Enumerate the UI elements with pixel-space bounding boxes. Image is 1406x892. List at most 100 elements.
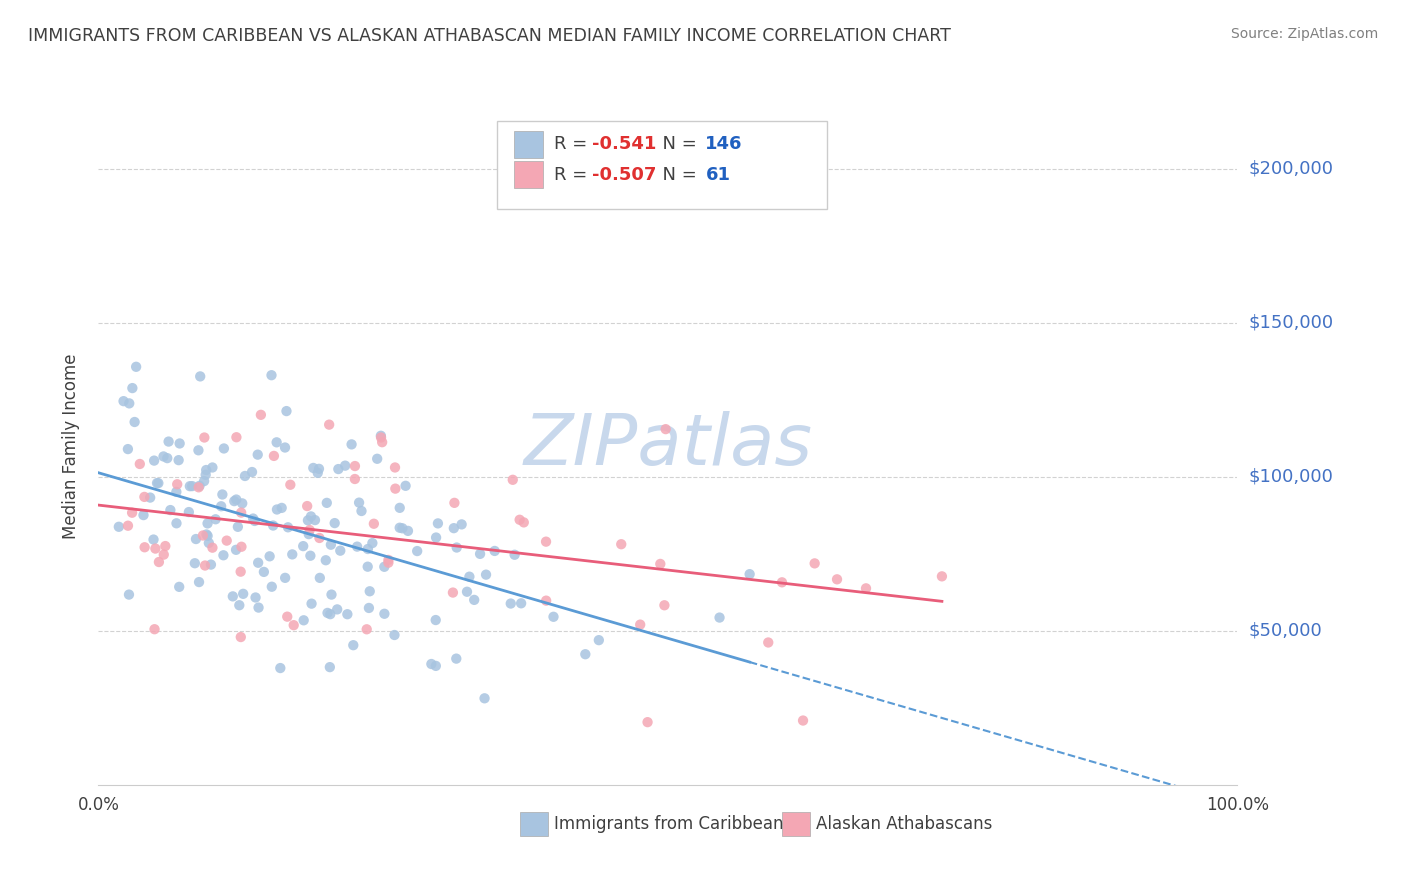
Point [166, 477, 188, 491]
Point [197, 516, 219, 531]
Point [193, 430, 215, 444]
Text: $150,000: $150,000 [1249, 314, 1333, 332]
Point [247, 556, 270, 570]
Point [543, 609, 565, 624]
Point [468, 547, 491, 561]
Text: 146: 146 [706, 136, 742, 153]
Point [155, 539, 177, 553]
Point [446, 541, 468, 555]
Point [441, 585, 464, 599]
Point [610, 537, 633, 551]
Point [143, 453, 166, 467]
Point [484, 544, 506, 558]
Point [363, 516, 385, 531]
Point [336, 607, 359, 622]
Point [499, 597, 522, 611]
Point [125, 359, 148, 374]
Point [226, 520, 249, 534]
Point [124, 415, 146, 429]
Point [134, 541, 156, 555]
Point [855, 582, 877, 596]
Point [709, 610, 731, 624]
Text: $100,000: $100,000 [1249, 467, 1333, 486]
Point [425, 531, 447, 545]
Point [118, 396, 141, 410]
Point [274, 571, 297, 585]
Point [260, 368, 283, 383]
Point [233, 469, 256, 483]
Point [212, 549, 235, 563]
Point [359, 584, 381, 599]
Point [654, 599, 676, 613]
Point [328, 462, 350, 476]
Point [152, 548, 174, 562]
Point [308, 571, 330, 585]
Point [209, 500, 232, 514]
Point [243, 514, 266, 528]
Point [211, 487, 233, 501]
Point [232, 587, 254, 601]
Point [319, 660, 342, 674]
Point [212, 442, 235, 456]
Point [342, 638, 364, 652]
Point [194, 467, 217, 482]
Point [132, 508, 155, 522]
Point [384, 628, 406, 642]
Point [270, 500, 292, 515]
Point [266, 435, 288, 450]
Point [443, 496, 465, 510]
Point [370, 430, 392, 444]
Point [148, 555, 170, 569]
Point [299, 549, 322, 563]
Point [184, 532, 207, 546]
Point [121, 381, 143, 395]
Point [198, 536, 221, 550]
Point [825, 572, 848, 586]
Point [588, 633, 610, 648]
Point [350, 504, 373, 518]
Point [307, 466, 329, 480]
Point [347, 495, 370, 509]
Point [225, 542, 247, 557]
Point [204, 512, 226, 526]
Point [187, 443, 209, 458]
Point [250, 408, 273, 422]
Point [319, 607, 342, 622]
Point [356, 622, 378, 636]
Point [177, 505, 200, 519]
Point [157, 434, 180, 449]
Point [406, 544, 429, 558]
Point [143, 622, 166, 636]
Point [278, 477, 301, 491]
Point [166, 516, 188, 531]
Point [299, 509, 322, 524]
Point [225, 492, 247, 507]
Point [792, 714, 814, 728]
Point [426, 516, 449, 531]
Point [463, 593, 485, 607]
Point [333, 458, 356, 473]
Point [225, 430, 247, 444]
Point [167, 453, 190, 467]
Point [391, 521, 413, 535]
Point [394, 479, 416, 493]
Point [187, 480, 209, 494]
Text: N =: N = [651, 136, 702, 153]
Point [134, 490, 156, 504]
Point [146, 476, 169, 491]
Text: -0.541: -0.541 [592, 136, 657, 153]
Point [222, 590, 245, 604]
Point [118, 588, 141, 602]
Point [276, 404, 298, 418]
Y-axis label: Median Family Income: Median Family Income [62, 353, 80, 539]
Point [377, 556, 399, 570]
Point [191, 528, 214, 542]
Point [159, 503, 181, 517]
Point [298, 523, 321, 537]
Point [247, 600, 270, 615]
Point [321, 588, 343, 602]
Point [456, 584, 478, 599]
Point [366, 451, 388, 466]
Point [318, 417, 340, 432]
Point [316, 606, 339, 620]
